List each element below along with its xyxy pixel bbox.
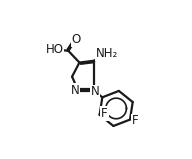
Text: O: O	[71, 33, 81, 46]
Text: F: F	[101, 107, 108, 120]
Text: F: F	[132, 114, 139, 127]
Text: N: N	[71, 84, 79, 97]
Text: N: N	[91, 85, 99, 98]
Text: HO: HO	[46, 43, 64, 56]
Text: NH₂: NH₂	[96, 48, 118, 60]
